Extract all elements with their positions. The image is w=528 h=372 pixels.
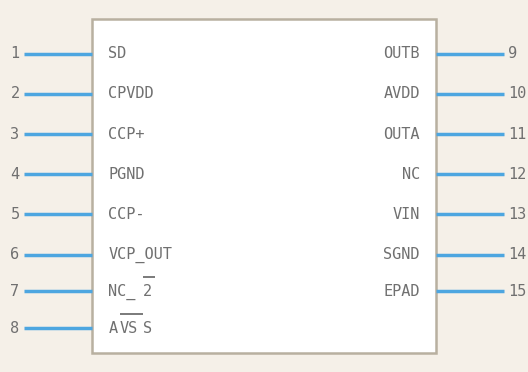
Text: 4: 4 bbox=[11, 167, 20, 182]
Text: VIN: VIN bbox=[392, 207, 420, 222]
Text: 15: 15 bbox=[508, 284, 527, 299]
Text: A: A bbox=[108, 321, 117, 336]
Text: 6: 6 bbox=[11, 247, 20, 262]
Text: 10: 10 bbox=[508, 86, 527, 102]
Text: VS: VS bbox=[120, 321, 138, 336]
Text: 12: 12 bbox=[508, 167, 527, 182]
Text: 1: 1 bbox=[11, 46, 20, 61]
Text: EPAD: EPAD bbox=[383, 284, 420, 299]
Text: AVDD: AVDD bbox=[383, 86, 420, 102]
Text: 2: 2 bbox=[11, 86, 20, 102]
Text: 11: 11 bbox=[508, 126, 527, 142]
Text: CCP-: CCP- bbox=[108, 207, 145, 222]
Text: SGND: SGND bbox=[383, 247, 420, 262]
Text: 7: 7 bbox=[11, 284, 20, 299]
Text: 9: 9 bbox=[508, 46, 517, 61]
Text: 8: 8 bbox=[11, 321, 20, 336]
Bar bbox=[92, 19, 436, 353]
Text: CPVDD: CPVDD bbox=[108, 86, 154, 102]
Text: 5: 5 bbox=[11, 207, 20, 222]
Text: OUTA: OUTA bbox=[383, 126, 420, 142]
Text: OUTB: OUTB bbox=[383, 46, 420, 61]
Text: NC_: NC_ bbox=[108, 283, 136, 299]
Text: 14: 14 bbox=[508, 247, 527, 262]
Text: 2: 2 bbox=[143, 284, 152, 299]
Text: CCP+: CCP+ bbox=[108, 126, 145, 142]
Text: VCP_OUT: VCP_OUT bbox=[108, 247, 172, 263]
Text: 3: 3 bbox=[11, 126, 20, 142]
Text: PGND: PGND bbox=[108, 167, 145, 182]
Text: NC: NC bbox=[401, 167, 420, 182]
Text: S: S bbox=[143, 321, 152, 336]
Text: SD: SD bbox=[108, 46, 127, 61]
Text: 13: 13 bbox=[508, 207, 527, 222]
